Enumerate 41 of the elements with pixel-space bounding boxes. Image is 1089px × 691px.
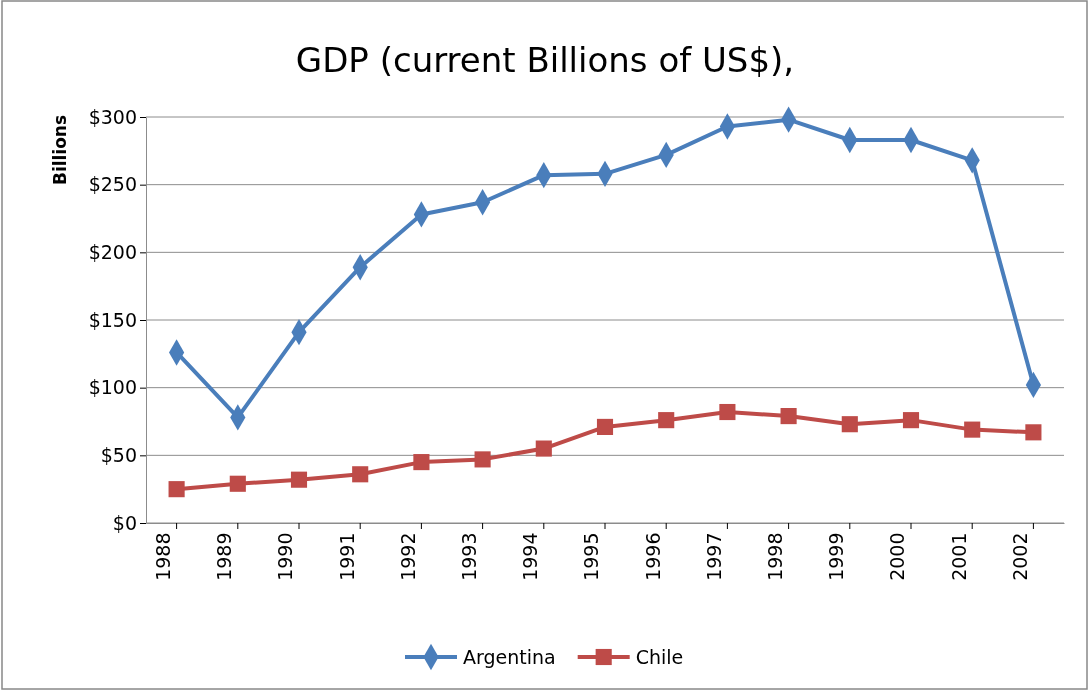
y-axis-title: Billions (50, 114, 70, 186)
x-tick-label: 1995 (580, 532, 603, 581)
x-tick-label: 1988 (151, 532, 174, 581)
point (841, 416, 858, 433)
y-tick-label: $150 (88, 308, 137, 331)
point (1025, 424, 1042, 441)
x-tick-label: 1991 (335, 532, 358, 581)
point (229, 475, 246, 492)
y-tick-label: $300 (88, 105, 137, 128)
point (658, 412, 675, 429)
point (719, 403, 736, 421)
y-tick-label: $250 (88, 173, 137, 196)
point (290, 471, 308, 488)
x-tick-label: 1997 (702, 532, 725, 581)
legend-label: Chile (635, 646, 684, 668)
x-tick-label: 1998 (763, 532, 786, 581)
x-tick-label: 1989 (213, 532, 236, 581)
point (535, 440, 552, 457)
y-tick-label: $0 (112, 511, 137, 534)
x-tick-label: 2000 (886, 532, 909, 581)
point (352, 466, 369, 483)
x-tick-label: 1994 (519, 532, 542, 581)
x-tick-label: 1990 (274, 532, 297, 581)
chart-title: GDP (current Billions of US$), (295, 40, 795, 80)
y-tick-label: $50 (100, 443, 137, 466)
point (168, 481, 185, 498)
x-tick-label: 1992 (396, 532, 419, 581)
x-tick-label: 1999 (825, 532, 848, 581)
legend-label: Argentina (463, 646, 556, 668)
x-tick-label: 1993 (457, 532, 480, 581)
y-tick-label: $100 (88, 376, 137, 399)
point (596, 418, 614, 435)
point (474, 451, 491, 468)
x-tick-label: 1996 (641, 532, 664, 581)
point (902, 412, 920, 429)
point (964, 421, 981, 438)
point (413, 454, 430, 471)
x-tick-label: 2002 (1008, 532, 1031, 581)
point (780, 408, 797, 425)
y-tick-label: $200 (88, 240, 137, 263)
x-tick-label: 2001 (947, 532, 970, 581)
